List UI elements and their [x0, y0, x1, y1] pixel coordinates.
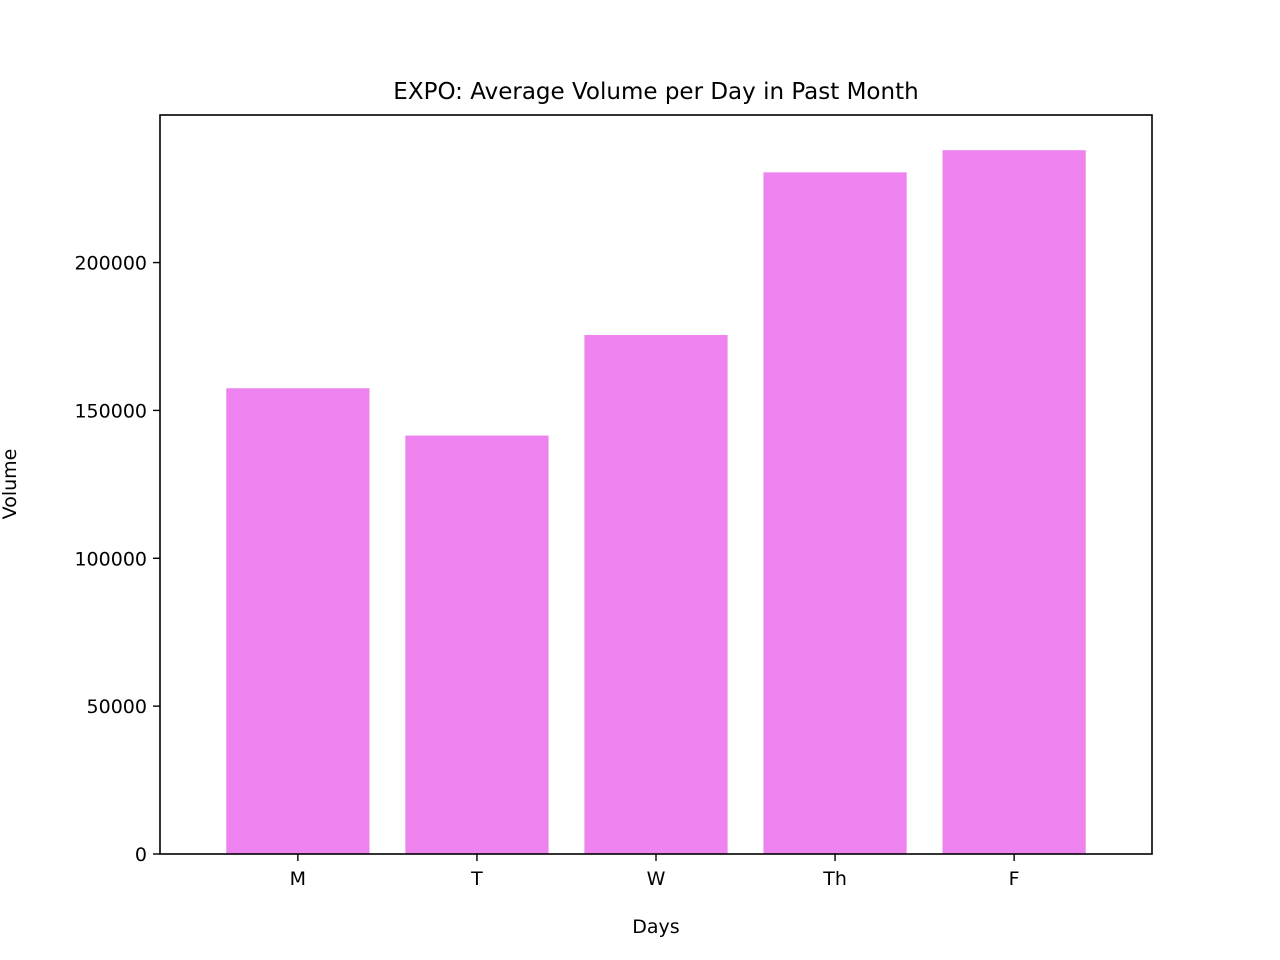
x-tick-label: Th: [822, 868, 847, 890]
bar-w: [584, 335, 728, 854]
x-tick-label: M: [290, 868, 306, 890]
y-tick-label: 0: [135, 844, 147, 866]
y-tick-label: 200000: [74, 253, 147, 275]
y-tick-label: 50000: [87, 696, 147, 718]
y-axis-ticks: 0 50000 100000 150000 200000: [74, 253, 160, 866]
x-tick-label: F: [1009, 868, 1020, 890]
y-tick-label: 150000: [74, 400, 147, 422]
y-axis-label: Volume: [0, 449, 21, 520]
bar-t: [405, 435, 549, 854]
x-tick-label: T: [470, 868, 483, 890]
x-tick-label: W: [647, 868, 666, 890]
bars: [226, 150, 1086, 854]
chart-title: EXPO: Average Volume per Day in Past Mon…: [393, 79, 918, 105]
x-axis-ticks: M T W Th F: [290, 854, 1020, 890]
bar-m: [226, 388, 370, 854]
bar-th: [763, 172, 907, 854]
y-tick-label: 100000: [74, 548, 147, 570]
x-axis-label: Days: [632, 916, 679, 938]
bar-f: [942, 150, 1086, 854]
